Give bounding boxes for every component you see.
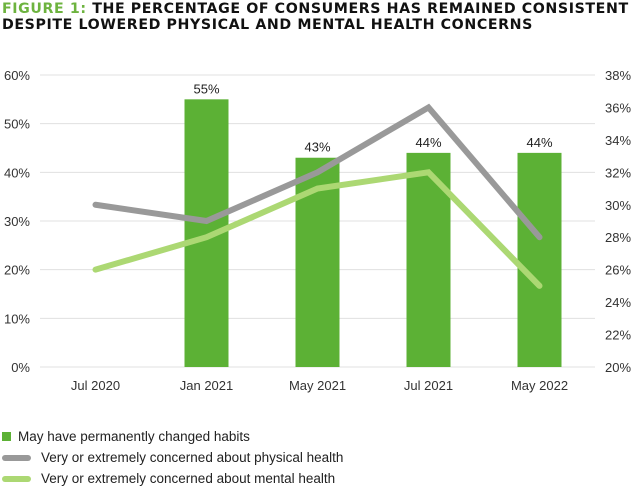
bar-data-label: 44% (415, 135, 441, 150)
legend-item-mental: Very or extremely concerned about mental… (2, 468, 343, 489)
bar-data-labels: 55% 43% 44% 44% (193, 81, 552, 154)
bar-data-label: 43% (304, 140, 330, 155)
title-text-1: THE PERCENTAGE OF CONSUMERS HAS REMAINED… (92, 1, 629, 17)
legend-label-physical: Very or extremely concerned about physic… (41, 450, 344, 465)
y-right-tick-label: 32% (605, 165, 631, 180)
bar (517, 152, 562, 367)
line-mental-health (92, 169, 543, 289)
x-tick-label: May 2022 (511, 378, 568, 393)
y-right-tick-label: 28% (605, 230, 631, 245)
figure-label: FIGURE 1: (2, 1, 87, 17)
y-right-tick-label: 22% (605, 328, 631, 343)
lines (92, 103, 543, 289)
legend-swatch-physical (2, 454, 31, 461)
x-tick-label: May 2021 (289, 378, 346, 393)
bar-data-label: 44% (526, 135, 552, 150)
y-left-tick-label: 40% (4, 165, 30, 180)
x-axis-ticks: Jul 2020 Jan 2021 May 2021 Jul 2021 May 2022 (71, 378, 568, 393)
chart-title: FIGURE 1: THE PERCENTAGE OF CONSUMERS HA… (2, 1, 629, 33)
y-right-tick-label: 30% (605, 198, 631, 213)
legend: May have permanently changed habits Very… (2, 426, 343, 489)
x-tick-label: Jul 2020 (71, 378, 120, 393)
legend-swatch-mental (2, 475, 31, 482)
y-right-tick-label: 20% (605, 360, 631, 375)
y-left-tick-label: 10% (4, 311, 30, 326)
y-left-tick-label: 30% (4, 214, 30, 229)
legend-item-physical: Very or extremely concerned about physic… (2, 447, 343, 468)
y-left-tick-label: 0% (11, 360, 30, 375)
x-tick-label: Jul 2021 (404, 378, 453, 393)
left-axis-ticks: 0% 10% 20% 30% 40% 50% 60% (4, 68, 30, 375)
y-right-tick-label: 36% (605, 100, 631, 115)
bars (184, 99, 562, 367)
y-right-tick-label: 38% (605, 68, 631, 83)
y-right-tick-label: 34% (605, 133, 631, 148)
y-right-tick-label: 26% (605, 263, 631, 278)
bar-data-label: 55% (193, 81, 219, 96)
legend-label-habits: May have permanently changed habits (18, 429, 250, 444)
title-line-2: DESPITE LOWERED PHYSICAL AND MENTAL HEAL… (2, 17, 533, 33)
legend-item-habits: May have permanently changed habits (2, 426, 343, 447)
legend-swatch-bar (2, 432, 11, 441)
title-line-1: FIGURE 1: THE PERCENTAGE OF CONSUMERS HA… (2, 1, 629, 17)
y-left-tick-label: 60% (4, 68, 30, 83)
y-right-tick-label: 24% (605, 295, 631, 310)
x-tick-label: Jan 2021 (180, 378, 234, 393)
y-left-tick-label: 50% (4, 117, 30, 132)
legend-label-mental: Very or extremely concerned about mental… (41, 471, 336, 486)
combo-chart: 0% 10% 20% 30% 40% 50% 60% 20% 22% 24% 26% 28% 30% 3… (4, 68, 631, 393)
line-physical-health (92, 103, 543, 241)
right-axis-ticks: 20% 22% 24% 26% 28% 30% 32% 34% 36% 38% (605, 68, 631, 375)
y-left-tick-label: 20% (4, 263, 30, 278)
